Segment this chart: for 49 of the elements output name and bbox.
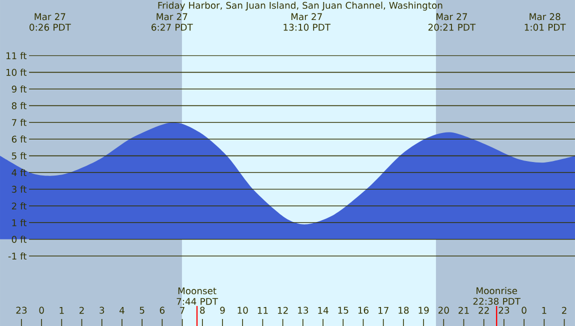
- x-tick-label: 3: [100, 306, 104, 314]
- y-tick-label: 6 ft: [12, 136, 27, 143]
- ref-line-label: Moonrise 22:38 PDT: [473, 287, 521, 305]
- x-tick-label: 1: [60, 307, 64, 314]
- y-tick-label: 5 ft: [12, 152, 27, 160]
- x-tick-label: 20: [438, 306, 449, 314]
- y-tick-label: 1 ft: [12, 219, 27, 226]
- x-tick-label: 23: [498, 306, 510, 314]
- annotation: Mar 27 13:10 PDT: [284, 13, 331, 31]
- x-tick-label: 0: [39, 306, 44, 314]
- x-tick-label: 18: [398, 306, 409, 314]
- x-tick-label: 6: [160, 306, 165, 314]
- x-tick-label: 11: [258, 307, 268, 314]
- y-tick-label: -1 ft: [8, 252, 27, 260]
- y-tick-label: 0 ft: [12, 236, 27, 243]
- x-tick-label: 16: [358, 306, 368, 314]
- x-tick-label: 10: [238, 306, 248, 314]
- x-tick-label: 17: [378, 307, 388, 314]
- x-tick-label: 0: [522, 306, 526, 314]
- y-tick-label: 11 ft: [6, 52, 27, 60]
- x-tick-label: 14: [318, 307, 328, 314]
- annotation: Mar 27 0:26 PDT: [30, 13, 71, 31]
- y-tick-label: 9 ft: [12, 85, 27, 93]
- y-tick-label: 4 ft: [12, 169, 27, 176]
- x-tick-label: 12: [278, 306, 288, 314]
- x-tick-label: 7: [180, 307, 184, 314]
- y-tick-label: 8 ft: [12, 102, 27, 110]
- x-tick-label: 4: [120, 307, 124, 314]
- x-tick-label: 2: [562, 306, 566, 314]
- x-tick-label: 21: [458, 306, 469, 314]
- x-tick-label: 19: [418, 306, 429, 314]
- x-tick-label: 23: [16, 306, 27, 314]
- y-tick-label: 2 ft: [12, 202, 27, 210]
- x-tick-label: 5: [140, 306, 144, 314]
- x-tick-label: 2: [80, 306, 84, 314]
- annotation: Mar 27 20:21 PDT: [428, 13, 476, 31]
- chart-title: Friday Harbor, San Juan Island, San Juan Channel, Washington: [158, 2, 442, 11]
- y-tick-label: 7 ft: [12, 118, 27, 126]
- y-tick-label: 10 ft: [6, 68, 27, 76]
- y-tick-label: 3 ft: [12, 186, 27, 193]
- x-tick-label: 22: [478, 306, 489, 314]
- x-tick-label: 13: [298, 306, 308, 314]
- annotation: Mar 27 6:27 PDT: [152, 13, 193, 31]
- x-tick-label: 8: [200, 306, 205, 314]
- annotation: Mar 28 1:01 PDT: [524, 13, 566, 31]
- x-tick-label: 15: [338, 306, 348, 314]
- ref-line-label: Moonset 7:44 PDT: [176, 287, 218, 305]
- x-tick-label: 9: [220, 306, 225, 314]
- x-tick-label: 1: [542, 307, 546, 314]
